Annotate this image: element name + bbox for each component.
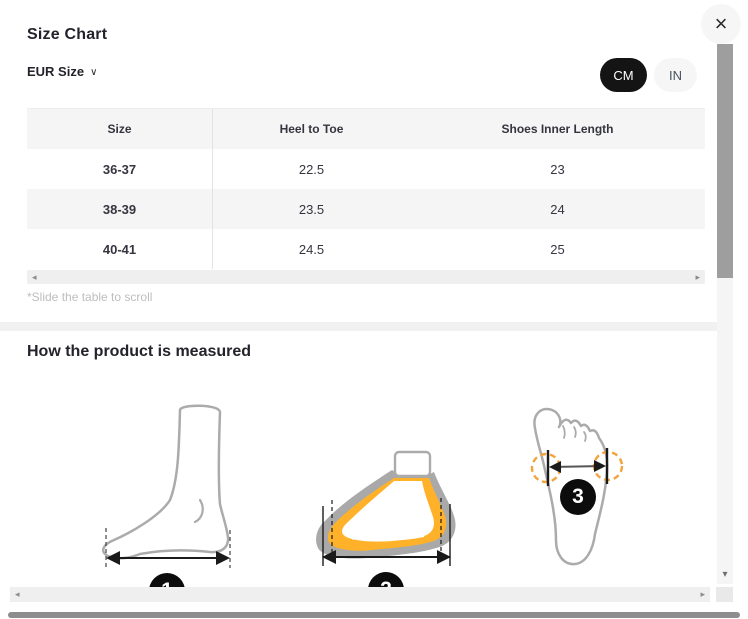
unit-in-label: IN (669, 67, 682, 83)
heel-to-toe-cell: 22.5 (298, 161, 325, 177)
chevron-down-icon: ∨ (90, 67, 98, 78)
inner-length-cell: 23 (550, 161, 565, 177)
step-2-badge: 2 (368, 572, 404, 587)
scroll-left-icon[interactable]: ◂ (15, 589, 20, 599)
step-2-number: 2 (380, 578, 392, 587)
step-1-badge: 1 (149, 573, 185, 587)
foot-side-length-illustration (101, 404, 231, 568)
step-3-badge: 3 (560, 479, 596, 515)
inner-length-cell: 25 (550, 241, 565, 257)
scroll-down-icon[interactable]: ▾ (722, 569, 728, 580)
heel-to-toe-cell: 23.5 (213, 189, 410, 229)
scrollbar-corner (716, 587, 733, 602)
page-title: Size Chart (27, 26, 108, 43)
page-horizontal-scrollbar-thumb[interactable] (8, 612, 740, 618)
measure-section-heading: How the product is measured (27, 343, 252, 360)
size-cell: 38-39 (27, 189, 213, 229)
table-horizontal-scrollbar[interactable]: ◂ ▸ (27, 270, 705, 284)
heel-to-toe-cell: 24.5 (298, 241, 325, 257)
column-header-inner-length: Shoes Inner Length (410, 109, 705, 149)
vertical-scrollbar-thumb[interactable] (717, 44, 733, 278)
size-cell: 40-41 (27, 229, 213, 269)
close-icon: × (714, 11, 728, 36)
size-table: Size Heel to Toe Shoes Inner Length 36-3… (27, 108, 705, 269)
scroll-left-icon[interactable]: ◂ (32, 271, 37, 282)
step-3-number: 3 (572, 485, 584, 508)
scroll-right-icon[interactable]: ▸ (700, 589, 705, 599)
size-cell: 36-37 (27, 149, 213, 189)
unit-cm-label: CM (613, 67, 634, 83)
measure-illustrations: 1 2 3 (0, 385, 717, 587)
content-horizontal-scrollbar[interactable]: ◂ ▸ (10, 587, 710, 602)
step-1-number: 1 (161, 579, 173, 587)
size-system-dropdown[interactable]: EUR Size ∨ (27, 64, 97, 79)
section-divider (0, 322, 717, 331)
unit-toggle-cm[interactable]: CM (600, 58, 647, 92)
inner-length-cell: 24 (410, 189, 705, 229)
close-button[interactable]: × (701, 4, 741, 44)
scroll-right-icon[interactable]: ▸ (695, 271, 700, 282)
table-scroll-hint: *Slide the table to scroll (27, 290, 153, 304)
unit-toggle-in[interactable]: IN (654, 58, 697, 92)
column-header-size: Size (27, 109, 213, 149)
column-header-heel-to-toe: Heel to Toe (213, 109, 410, 149)
shoe-inner-length-illustration (316, 450, 456, 566)
size-system-label: EUR Size (27, 64, 85, 79)
